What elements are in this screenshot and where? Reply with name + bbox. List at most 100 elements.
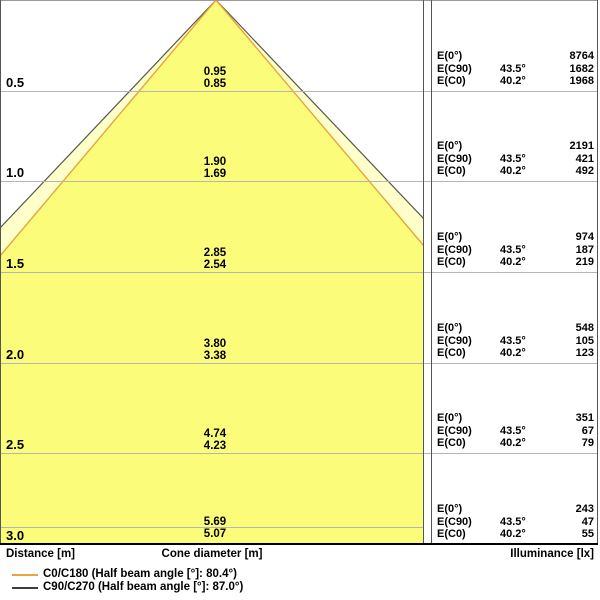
ec90-value: 105 — [575, 334, 594, 347]
cone-diameter-values-2.0m: 3.80 3.38 — [150, 338, 280, 362]
ec90-angle: 43.5° — [500, 152, 526, 165]
legend-item-c0-c180: C0/C180 (Half beam angle [°]: 80.4°) — [12, 568, 243, 581]
ec0-value: 492 — [575, 165, 594, 177]
chart-left-border — [0, 0, 1, 545]
distance-axis-caption: Distance [m] — [6, 548, 76, 560]
ec0-value: 55 — [581, 528, 594, 540]
cone-diameter-values-1.5m: 2.85 2.54 — [150, 247, 280, 271]
cone-diameter-c90: 4.74 — [203, 428, 227, 440]
cone-diameter-c0: 5.07 — [203, 528, 227, 540]
distance-tick-1.0: 1.0 — [6, 165, 25, 180]
cone-diameter-values-2.5m: 4.74 4.23 — [150, 428, 280, 452]
ec90-value: 67 — [581, 424, 594, 437]
legend-label: C0/C180 (Half beam angle [°]: 80.4°) — [43, 568, 237, 580]
ec90-angle: 43.5° — [500, 424, 526, 437]
cone-diameter-values-1.0m: 1.90 1.69 — [150, 156, 280, 180]
table-row: E(C90) 43.5° 421 — [437, 153, 594, 166]
table-row: E(0°) 548 — [437, 322, 594, 335]
distance-tick-2.5: 2.5 — [6, 437, 25, 452]
bottom-axis — [0, 543, 598, 545]
ec90-angle: 43.5° — [500, 334, 526, 347]
illuminance-block-1.0m: E(0°) 2191 E(C90) 43.5° 421 E(C0) 40.2° … — [437, 140, 594, 178]
distance-tick-2.0: 2.0 — [6, 347, 25, 362]
ec90-angle: 43.5° — [500, 515, 526, 528]
e0-angle — [500, 412, 545, 425]
cone-diameter-c0: 0.85 — [203, 78, 227, 90]
cone-c90-edge-right — [215, 0, 424, 220]
ec0-angle: 40.2° — [500, 256, 526, 268]
table-row: E(0°) 2191 — [437, 140, 594, 153]
ec0-value: 1968 — [569, 75, 594, 87]
table-row: E(C0) 40.2° 219 — [437, 256, 594, 269]
e0-angle — [500, 140, 545, 153]
ec90-label: E(C90) — [437, 243, 472, 256]
gridline-3.0m — [0, 527, 423, 528]
e0-label: E(0°) — [437, 322, 463, 334]
table-row: E(C90) 43.5° 47 — [437, 516, 594, 529]
table-row: E(C0) 40.2° 79 — [437, 437, 594, 450]
cone-diameter-c90: 0.95 — [203, 66, 227, 78]
table-row: E(C90) 43.5° 187 — [437, 244, 594, 257]
illuminance-axis-caption: Illuminance [lx] — [510, 548, 594, 560]
legend: C0/C180 (Half beam angle [°]: 80.4°) C90… — [12, 568, 243, 594]
e0-angle — [500, 231, 545, 244]
chart-right-border — [423, 0, 424, 545]
e0-value: 8764 — [569, 50, 594, 62]
e0-value: 2191 — [569, 140, 594, 152]
table-row: E(0°) 974 — [437, 231, 594, 244]
e0-angle — [500, 322, 545, 335]
ec0-label: E(C0) — [437, 75, 466, 87]
e0-label: E(0°) — [437, 231, 463, 243]
ec0-label: E(C0) — [437, 256, 466, 268]
cone-diameter-values-3.0m: 5.69 5.07 — [150, 516, 280, 540]
ec0-angle: 40.2° — [500, 347, 526, 359]
cone-diameter-c0: 3.38 — [203, 350, 227, 362]
chart-top-border — [0, 0, 598, 1]
ec90-angle: 43.5° — [500, 62, 526, 75]
table-left-border — [431, 0, 432, 545]
cone-diameter-axis-caption: Cone diameter [m] — [161, 548, 263, 560]
cone-diameter-c90: 2.85 — [203, 247, 227, 259]
ec90-label: E(C90) — [437, 62, 472, 75]
ec90-angle: 43.5° — [500, 243, 526, 256]
ec90-label: E(C90) — [437, 424, 472, 437]
e0-value: 548 — [575, 322, 594, 334]
table-row: E(C90) 43.5° 105 — [437, 335, 594, 348]
e0-value: 351 — [575, 412, 594, 424]
illuminance-block-2.0m: E(0°) 548 E(C90) 43.5° 105 E(C0) 40.2° 1… — [437, 322, 594, 360]
c90-line-swatch-icon — [12, 587, 38, 589]
table-row: E(C0) 40.2° 55 — [437, 528, 594, 541]
ec0-angle: 40.2° — [500, 165, 526, 177]
table-row: E(0°) 8764 — [437, 50, 594, 63]
legend-item-c90-c270: C90/C270 (Half beam angle [°]: 87.0°) — [12, 581, 243, 594]
ec0-angle: 40.2° — [500, 528, 526, 540]
ec90-value: 421 — [575, 152, 594, 165]
gridline-2.0m — [0, 363, 598, 364]
illuminance-block-2.5m: E(0°) 351 E(C90) 43.5° 67 E(C0) 40.2° 79 — [437, 412, 594, 450]
ec0-label: E(C0) — [437, 437, 466, 449]
e0-label: E(0°) — [437, 140, 463, 152]
table-row: E(0°) 243 — [437, 503, 594, 516]
e0-value: 974 — [575, 231, 594, 243]
table-row: E(C0) 40.2° 123 — [437, 347, 594, 360]
illuminance-block-0.5m: E(0°) 8764 E(C90) 43.5° 1682 E(C0) 40.2°… — [437, 50, 594, 88]
table-row: E(0°) 351 — [437, 412, 594, 425]
distance-tick-3.0: 3.0 — [6, 528, 25, 543]
e0-value: 243 — [575, 503, 594, 515]
legend-label: C90/C270 (Half beam angle [°]: 87.0°) — [43, 581, 244, 593]
cone-diameter-c0: 4.23 — [203, 440, 227, 452]
ec0-label: E(C0) — [437, 165, 466, 177]
ec0-label: E(C0) — [437, 528, 466, 540]
gridline-2.5m — [0, 453, 598, 454]
gridline-1.5m — [0, 272, 598, 273]
cone-diameter-c90: 3.80 — [203, 338, 227, 350]
table-row: E(C90) 43.5° 67 — [437, 425, 594, 438]
illuminance-block-3.0m: E(0°) 243 E(C90) 43.5° 47 E(C0) 40.2° 55 — [437, 503, 594, 541]
ec0-angle: 40.2° — [500, 437, 526, 449]
ec0-label: E(C0) — [437, 347, 466, 359]
e0-label: E(0°) — [437, 50, 463, 62]
distance-tick-1.5: 1.5 — [6, 256, 25, 271]
table-row: E(C90) 43.5° 1682 — [437, 63, 594, 76]
table-row: E(C0) 40.2° 492 — [437, 165, 594, 178]
